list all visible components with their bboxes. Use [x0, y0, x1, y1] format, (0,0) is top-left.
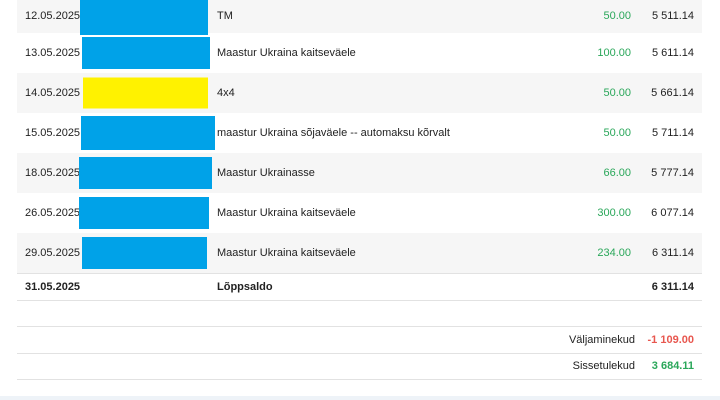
transaction-description: Maastur Ukrainasse — [217, 167, 315, 179]
transaction-balance: 5 611.14 — [651, 47, 694, 59]
transaction-description: 4x4 — [217, 87, 235, 99]
page-bottom-edge — [0, 396, 720, 400]
transaction-date: 29.05.2025 — [25, 247, 81, 259]
table-row: 12.05.2025 TM 50.00 5 511.14 — [17, 0, 702, 35]
transaction-amount: 234.00 — [597, 247, 631, 259]
transaction-description: Maastur Ukraina kaitseväele — [217, 47, 356, 59]
table-row: 15.05.2025 maastur Ukraina sõjaväele -- … — [17, 113, 702, 153]
transaction-balance: 6 077.14 — [651, 207, 694, 219]
transaction-description: maastur Ukraina sõjaväele -- automaksu k… — [217, 127, 450, 139]
redaction-block — [82, 237, 207, 269]
closing-balance-row: 31.05.2025 Lõppsaldo 6 311.14 — [17, 273, 702, 301]
table-row: 29.05.2025 Maastur Ukraina kaitseväele 2… — [17, 233, 702, 273]
closing-balance: 6 311.14 — [651, 281, 694, 293]
redaction-block — [79, 157, 212, 189]
transaction-date: 12.05.2025 — [25, 10, 81, 22]
transaction-balance: 5 661.14 — [651, 87, 694, 99]
table-row: 14.05.2025 4x4 50.00 5 661.14 — [17, 73, 702, 113]
incoming-value: 3 684.11 — [651, 360, 694, 372]
transaction-balance: 5 511.14 — [651, 10, 694, 22]
incoming-label: Sissetulekud — [572, 360, 635, 372]
transaction-description: TM — [217, 10, 233, 22]
transaction-amount: 300.00 — [597, 207, 631, 219]
transaction-balance: 6 311.14 — [651, 247, 694, 259]
transaction-date: 13.05.2025 — [25, 47, 81, 59]
table-row: 13.05.2025 Maastur Ukraina kaitseväele 1… — [17, 33, 702, 73]
closing-label: Lõppsaldo — [217, 281, 273, 293]
transaction-date: 15.05.2025 — [25, 127, 81, 139]
transactions-table: 12.05.2025 TM 50.00 5 511.14 13.05.2025 … — [17, 0, 702, 301]
transaction-balance: 5 777.14 — [651, 167, 694, 179]
table-row: 26.05.2025 Maastur Ukraina kaitseväele 3… — [17, 193, 702, 233]
transaction-amount: 50.00 — [603, 87, 631, 99]
transaction-amount: 50.00 — [603, 10, 631, 22]
outgoing-label: Väljaminekud — [568, 334, 635, 346]
redaction-block — [82, 37, 210, 69]
redaction-block — [83, 77, 208, 109]
redaction-block — [80, 0, 208, 35]
transaction-amount: 50.00 — [603, 127, 631, 139]
transaction-balance: 5 711.14 — [651, 127, 694, 139]
table-row: 18.05.2025 Maastur Ukrainasse 66.00 5 77… — [17, 153, 702, 193]
incoming-summary-row: Sissetulekud 3 684.11 — [17, 353, 702, 380]
transaction-date: 26.05.2025 — [25, 207, 81, 219]
closing-date: 31.05.2025 — [25, 281, 81, 293]
transaction-date: 18.05.2025 — [25, 167, 81, 179]
outgoing-summary-row: Väljaminekud -1 109.00 — [17, 326, 702, 354]
transaction-date: 14.05.2025 — [25, 87, 81, 99]
transaction-amount: 100.00 — [597, 47, 631, 59]
transaction-description: Maastur Ukraina kaitseväele — [217, 247, 356, 259]
transaction-amount: 66.00 — [603, 167, 631, 179]
redaction-block — [79, 197, 209, 229]
redaction-block — [81, 116, 215, 150]
transaction-description: Maastur Ukraina kaitseväele — [217, 207, 356, 219]
outgoing-value: -1 109.00 — [647, 334, 694, 346]
